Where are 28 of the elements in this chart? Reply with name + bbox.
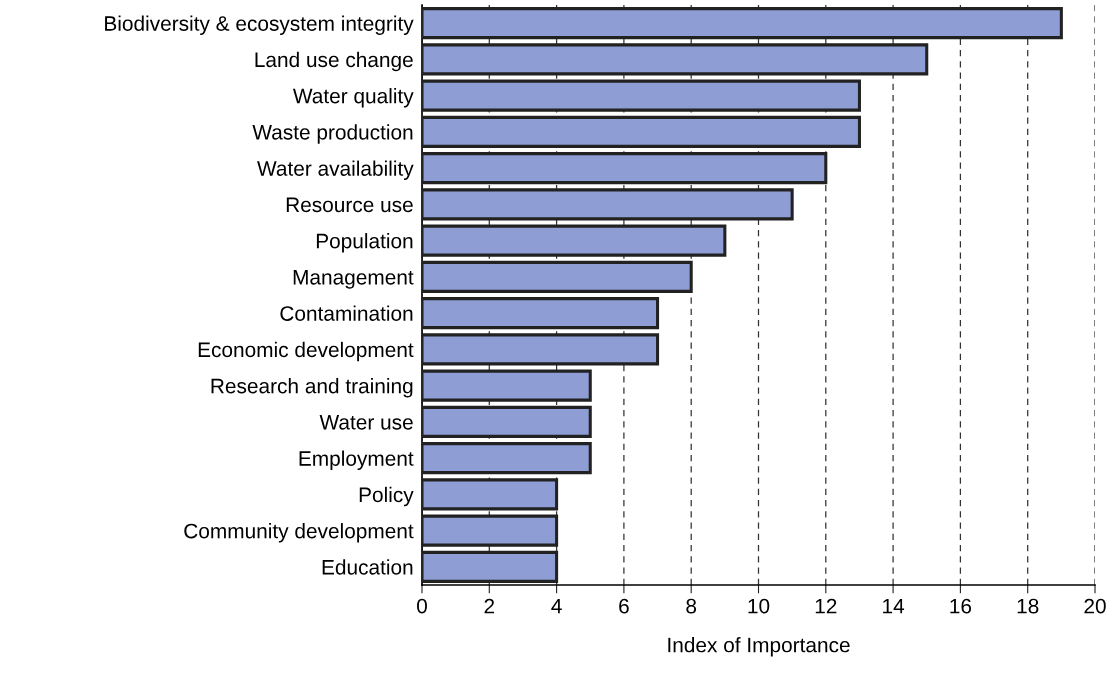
- y-tick-label: Land use change: [255, 51, 413, 72]
- x-tick-label: 18: [1017, 598, 1039, 614]
- x-axis-title: Index of Importance: [668, 637, 850, 657]
- x-tick-label: 16: [950, 598, 972, 614]
- y-tick-label: Water quality: [292, 88, 414, 108]
- x-tick-label: 6: [619, 598, 629, 614]
- y-tick-label: Management: [293, 270, 414, 289]
- y-tick-label: Water use: [319, 415, 413, 430]
- y-tick-label: Waste production: [252, 124, 413, 144]
- y-tick-label: Population: [316, 233, 413, 253]
- x-tick-label: 12: [815, 598, 837, 614]
- y-tick-label: Biodiversity & ecosystem integrity: [105, 15, 414, 35]
- x-tick-label: 10: [748, 598, 770, 614]
- x-tick-label: 8: [686, 598, 697, 614]
- y-tick-label: Education: [322, 559, 413, 575]
- y-tick-label: Water availability: [257, 160, 414, 180]
- x-tick-label: 14: [883, 598, 905, 614]
- y-tick-label: Policy: [359, 486, 414, 507]
- x-tick-label: 20: [1084, 598, 1106, 614]
- y-tick-label: Community development: [184, 523, 414, 543]
- y-tick-label: Research and training: [211, 378, 413, 398]
- y-tick-label: Contamination: [280, 305, 413, 321]
- x-tick-label: 4: [551, 598, 562, 614]
- y-tick-label: Resource use: [286, 197, 413, 213]
- y-tick-label: Economic development: [198, 341, 414, 362]
- y-tick-label: Employment: [299, 450, 414, 470]
- x-tick-label: 2: [484, 598, 495, 614]
- x-tick-label: 0: [417, 598, 427, 614]
